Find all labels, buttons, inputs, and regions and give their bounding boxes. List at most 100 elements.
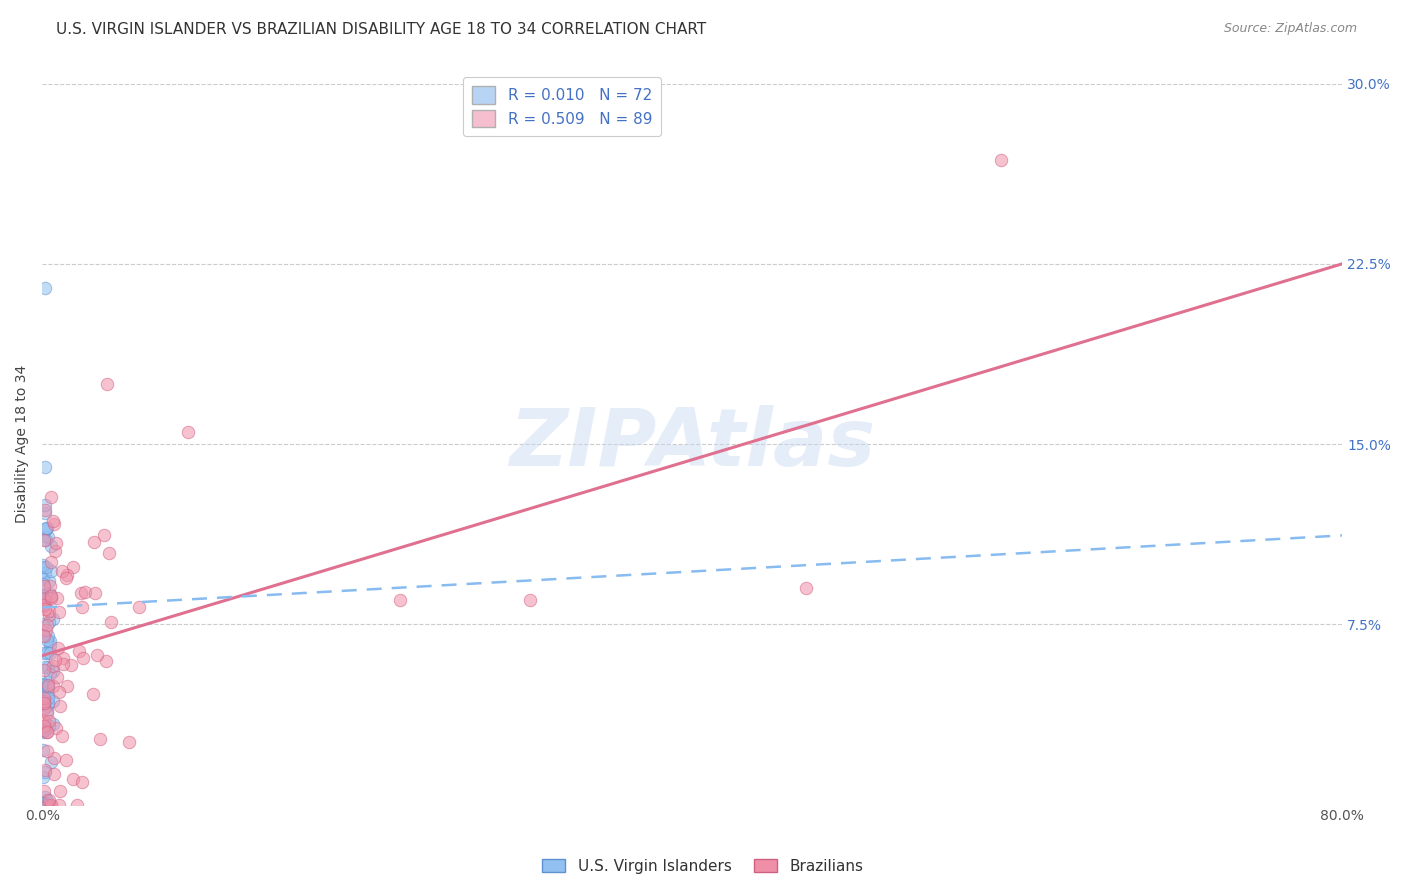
Point [34, 460, 56, 475]
Point [32, 723, 55, 737]
Point [34, 566, 56, 580]
Point [42, 751, 65, 765]
Point [34, 602, 56, 616]
Text: ZIPAtlas: ZIPAtlas [509, 405, 876, 483]
Point [98, 546, 121, 560]
Point [37, 678, 59, 692]
Point [37, 725, 59, 739]
Point [48, 605, 70, 619]
Point [37, 675, 59, 690]
Point [32, 592, 55, 607]
Point [39, 591, 62, 605]
Point [39, 540, 62, 554]
Point [32, 742, 55, 756]
Point [41, 555, 63, 569]
Point [35, 677, 58, 691]
Point [37, 660, 59, 674]
Point [38, 608, 60, 623]
Point [70, 600, 93, 615]
Text: U.S. VIRGIN ISLANDER VS BRAZILIAN DISABILITY AGE 18 TO 34 CORRELATION CHART: U.S. VIRGIN ISLANDER VS BRAZILIAN DISABI… [56, 22, 706, 37]
Point [32, 690, 55, 705]
Point [62, 772, 84, 786]
Point [32, 578, 55, 592]
Point [37, 690, 59, 705]
Point [86, 648, 108, 662]
Point [51, 565, 73, 579]
Point [35, 647, 58, 661]
Point [32, 795, 55, 809]
Point [41, 797, 63, 812]
Point [38, 604, 60, 618]
Point [93, 528, 115, 542]
Point [35, 797, 58, 812]
Point [41, 679, 63, 693]
Point [34, 533, 56, 548]
Point [34, 723, 56, 738]
Point [34, 587, 56, 601]
Point [37, 696, 59, 710]
Point [48, 685, 70, 699]
Point [41, 717, 63, 731]
Point [32, 663, 55, 677]
Point [32, 797, 55, 812]
Point [52, 657, 75, 671]
Point [32, 697, 55, 711]
Point [31, 558, 53, 572]
Point [32, 598, 55, 612]
Point [32, 783, 55, 797]
Point [48, 797, 70, 812]
Point [45, 721, 67, 735]
Point [62, 560, 84, 574]
Point [38, 714, 60, 728]
Point [44, 517, 66, 532]
Point [39, 589, 62, 603]
Point [990, 153, 1012, 168]
Point [39, 579, 62, 593]
Point [35, 521, 58, 535]
Point [31, 599, 53, 613]
Point [31, 572, 53, 586]
Point [35, 593, 58, 607]
Point [34, 498, 56, 512]
Point [42, 767, 65, 781]
Point [89, 732, 111, 747]
Point [32, 701, 55, 715]
Point [82, 687, 104, 701]
Point [38, 797, 60, 812]
Point [31, 770, 53, 784]
Point [38, 793, 60, 807]
Point [83, 535, 105, 549]
Point [388, 593, 411, 607]
Point [38, 638, 60, 652]
Point [32, 560, 55, 574]
Point [49, 698, 72, 713]
Point [41, 612, 63, 626]
Point [39, 633, 62, 648]
Point [100, 615, 122, 629]
Point [32, 647, 55, 661]
Point [34, 763, 56, 777]
Point [32, 616, 55, 631]
Point [37, 724, 59, 739]
Point [39, 490, 62, 504]
Point [60, 657, 83, 672]
Point [32, 529, 55, 543]
Point [34, 623, 56, 637]
Point [35, 793, 58, 807]
Point [34, 790, 56, 805]
Point [37, 680, 59, 694]
Point [39, 646, 62, 660]
Point [31, 681, 53, 695]
Point [52, 651, 75, 665]
Point [49, 783, 72, 797]
Point [118, 735, 141, 749]
Point [42, 659, 65, 673]
Point [42, 514, 65, 528]
Point [83, 586, 105, 600]
Point [39, 565, 62, 579]
Point [177, 425, 200, 439]
Point [35, 559, 58, 574]
Point [31, 589, 53, 603]
Point [56, 679, 79, 693]
Point [34, 722, 56, 736]
